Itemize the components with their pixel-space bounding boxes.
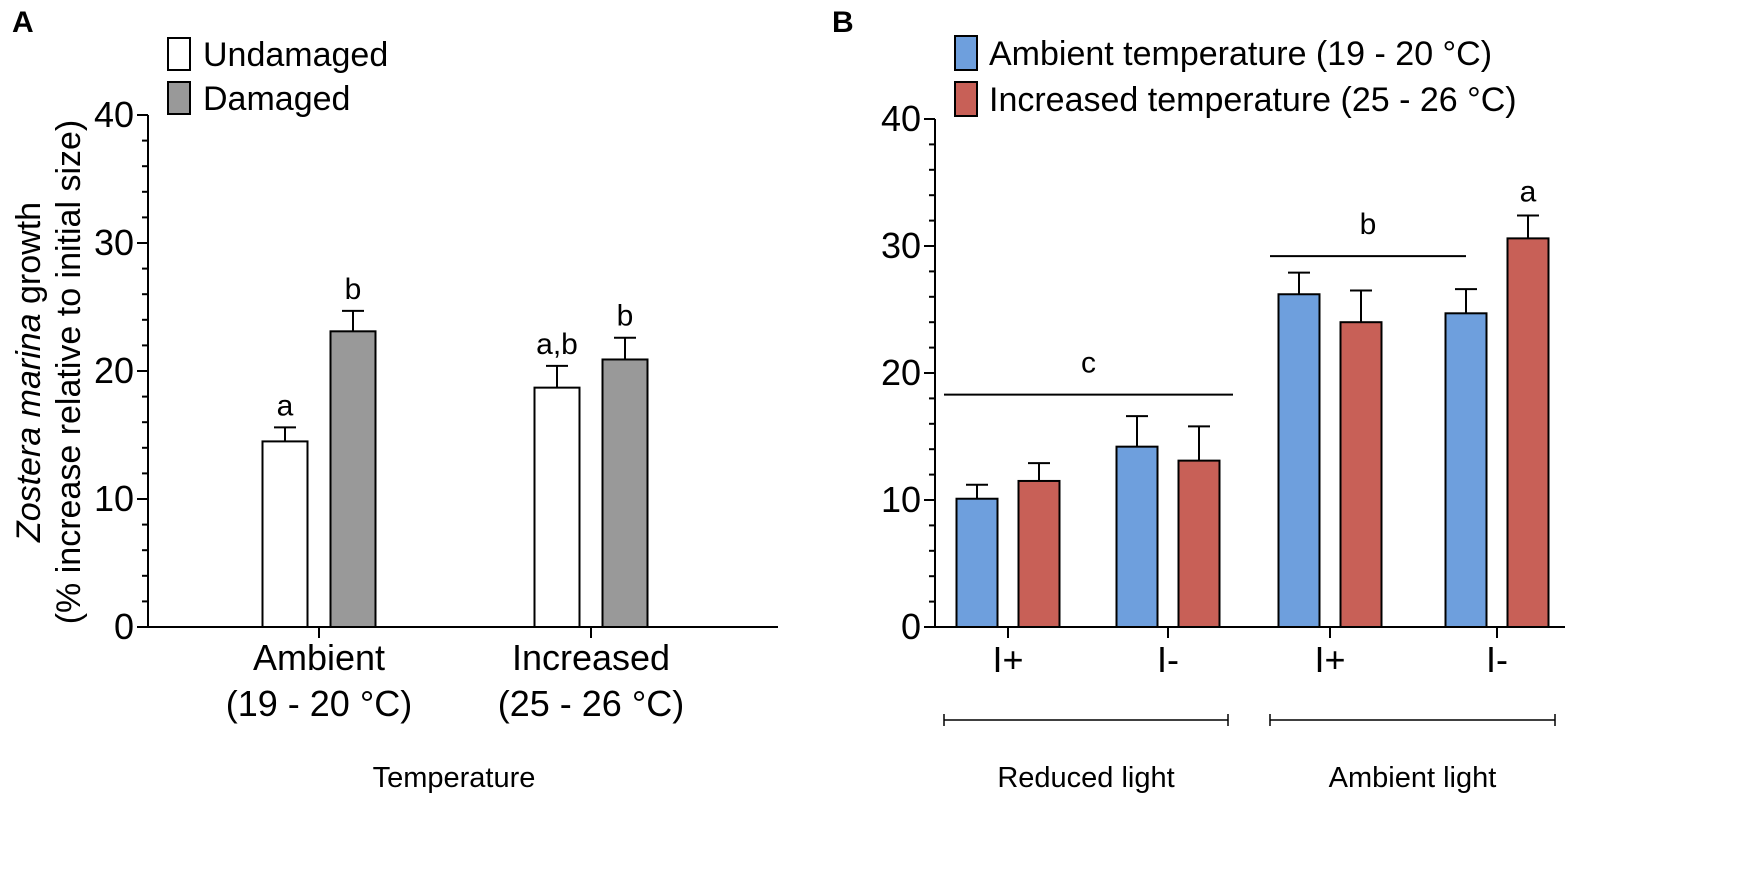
- y-axis-label-species: Zostera marina: [10, 313, 48, 543]
- panel-b: B 0 10 20 30 40 I+ I- I+ I- Reduced light Ambient l…: [832, 6, 1565, 794]
- panel-letter-a: A: [12, 6, 34, 39]
- y-tick-label: 30: [94, 222, 134, 263]
- y-tick-label: 0: [901, 606, 921, 647]
- bar-ambient-temperature: [1115, 445, 1159, 628]
- bar-increased-temperature: [1506, 237, 1550, 628]
- group-label: Ambient light: [1329, 762, 1497, 794]
- legend-label: Increased temperature (25 - 26 °C): [989, 81, 1517, 119]
- bar-undamaged: [261, 440, 309, 628]
- y-axis-label-suffix: growth: [10, 202, 48, 314]
- x-category-label-line2: (19 - 20 °C): [226, 683, 412, 724]
- legend-swatch-undamaged: [167, 37, 191, 71]
- y-tick-label: 0: [114, 606, 134, 647]
- y-tick-label: 20: [881, 352, 921, 393]
- bar-undamaged: [533, 386, 581, 629]
- x-category-label: I-: [1486, 639, 1508, 680]
- y-tick-label: 20: [94, 350, 134, 391]
- bar-ambient-temperature: [955, 497, 999, 629]
- y-axis-label-line2: (% increase relative to initial size): [50, 120, 88, 625]
- bar-damaged: [329, 330, 377, 628]
- legend-swatch-ambient-temperature: [954, 35, 978, 71]
- significance-letter: c: [1081, 347, 1096, 380]
- x-category-label: I+: [1314, 639, 1345, 680]
- panel-a: A 0 10 20 30 40 Zostera marina growth (% increa…: [10, 6, 778, 794]
- significance-letter: b: [345, 273, 362, 306]
- bar-increased-temperature: [1017, 479, 1061, 629]
- significance-letter: a: [1520, 176, 1537, 209]
- y-tick-label: 30: [881, 225, 921, 266]
- significance-letter: b: [617, 300, 634, 333]
- x-category-label-line1: Increased: [512, 637, 670, 678]
- legend-swatch-increased-temperature: [954, 81, 978, 117]
- y-tick-label: 10: [94, 478, 134, 519]
- bar-ambient-temperature: [1277, 293, 1321, 628]
- group-label: Reduced light: [997, 762, 1174, 794]
- x-category-label: I-: [1157, 639, 1179, 680]
- legend-label: Damaged: [203, 80, 350, 118]
- x-axis-title: Temperature: [373, 762, 536, 794]
- y-tick-label: 10: [881, 479, 921, 520]
- bar-damaged: [601, 358, 649, 628]
- x-category-label-line1: Ambient: [253, 637, 385, 678]
- significance-letter: a,b: [536, 328, 578, 361]
- y-axis-label-line1: Zostera marina growth: [10, 202, 48, 543]
- y-tick-label: 40: [881, 98, 921, 139]
- bar-increased-temperature: [1339, 321, 1383, 628]
- significance-letter: a: [277, 389, 294, 422]
- legend-swatch-damaged: [167, 81, 191, 115]
- x-category-label-line2: (25 - 26 °C): [498, 683, 684, 724]
- panel-letter-b: B: [832, 6, 854, 39]
- bar-ambient-temperature: [1444, 312, 1488, 628]
- x-category-label: I+: [992, 639, 1023, 680]
- bar-increased-temperature: [1177, 459, 1221, 628]
- y-tick-label: 40: [94, 94, 134, 135]
- legend-label: Undamaged: [203, 36, 388, 74]
- legend-label: Ambient temperature (19 - 20 °C): [989, 35, 1492, 73]
- significance-letter: b: [1360, 208, 1377, 241]
